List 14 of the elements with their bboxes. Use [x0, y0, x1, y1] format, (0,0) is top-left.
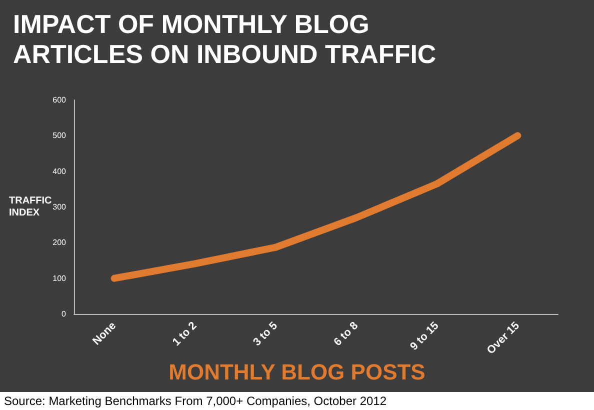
y-tick-label: 600 — [52, 96, 67, 104]
y-tick-label: 100 — [52, 274, 67, 283]
y-tick-label: 0 — [62, 310, 67, 318]
y-tick-label: 500 — [52, 131, 67, 140]
x-axis-title: MONTHLY BLOG POSTS — [168, 360, 426, 384]
chart-title: IMPACT OF MONTHLY BLOG ARTICLES ON INBOUND TRAFFIC — [13, 9, 436, 69]
x-tick-label: 6 to 8 — [332, 320, 361, 349]
x-tick-label: 9 to 15 — [408, 320, 442, 353]
y-tick-label: 200 — [52, 238, 67, 248]
x-tick-label: 3 to 5 — [251, 320, 280, 349]
source-note: Source: Marketing Benchmarks From 7,000+ Companies, October 2012 — [4, 394, 387, 408]
x-tick-label: 1 to 2 — [170, 320, 200, 349]
y-tick-label: 400 — [52, 166, 67, 176]
y-tick-label: 300 — [52, 202, 67, 212]
